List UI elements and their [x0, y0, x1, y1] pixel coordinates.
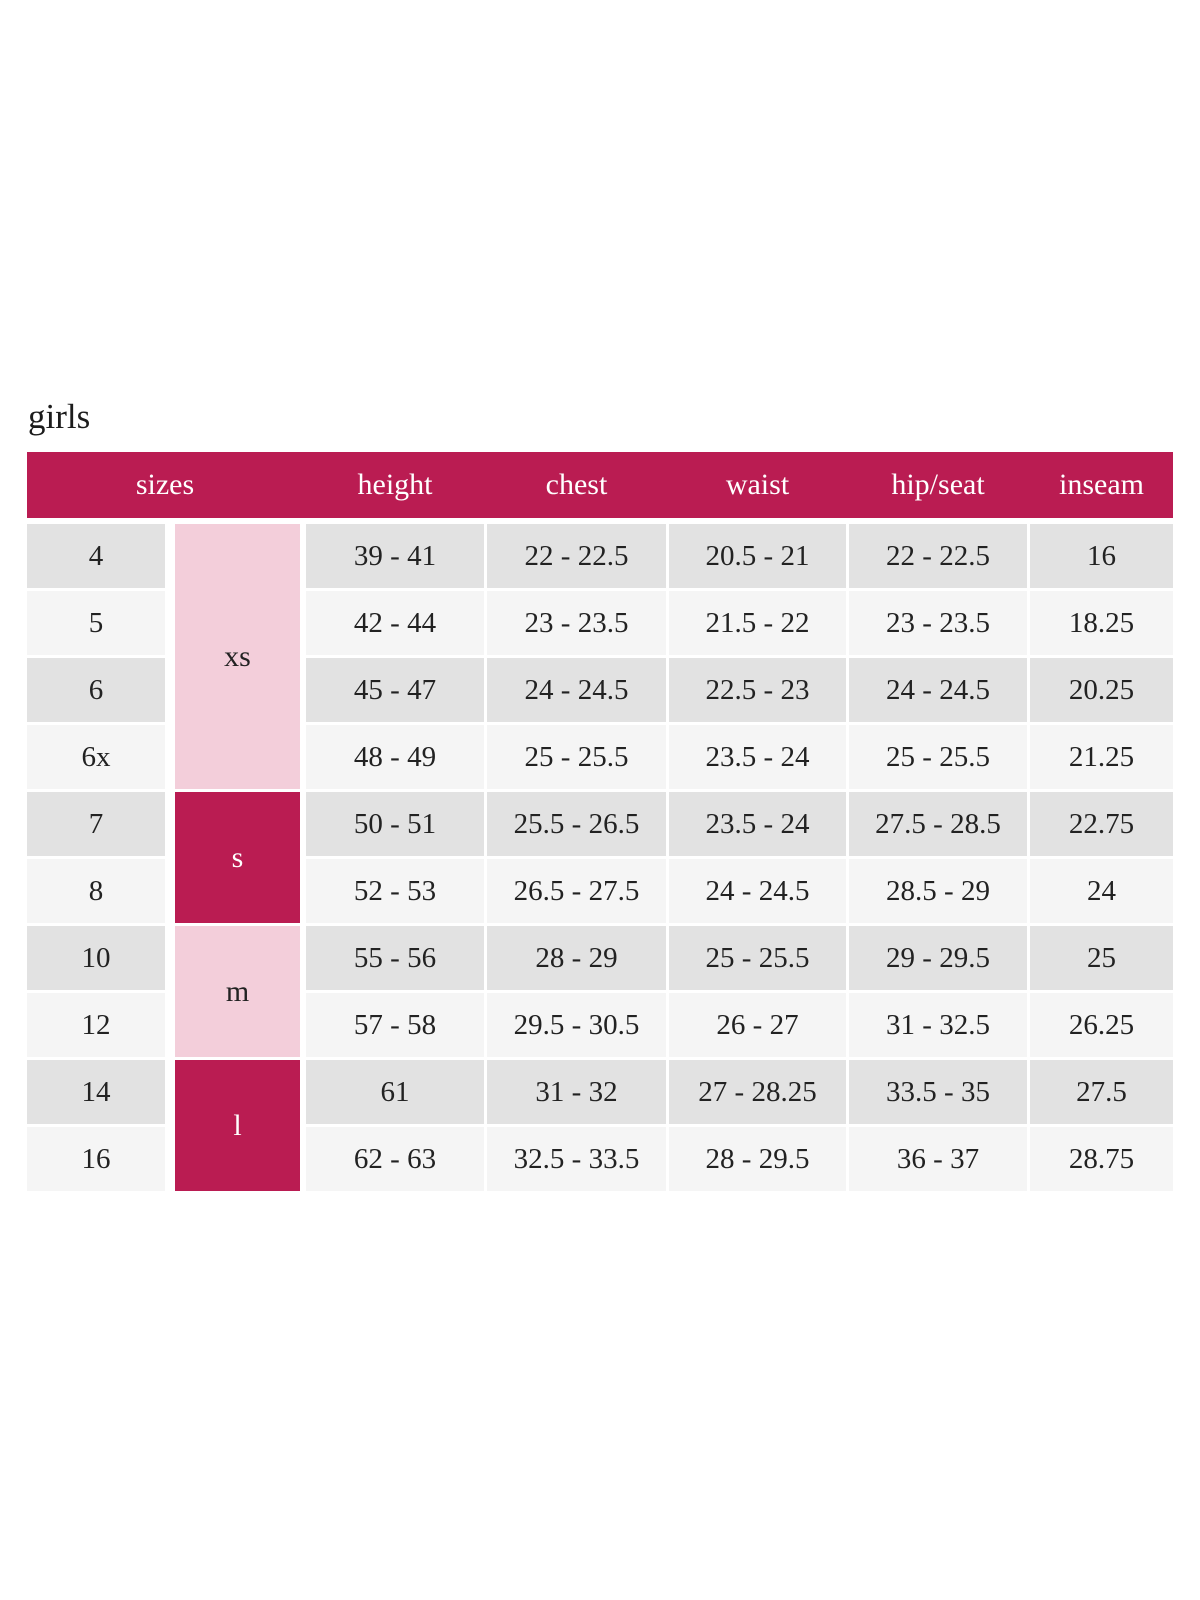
chest-cell: 25.5 - 26.5	[487, 792, 666, 856]
size-guide-section: girls sizes height chest waist hip/seat …	[27, 396, 1173, 1191]
hip-seat-cell: 36 - 37	[849, 1127, 1027, 1191]
inseam-cell: 22.75	[1030, 792, 1173, 856]
hip-seat-cell: 28.5 - 29	[849, 859, 1027, 923]
chest-cell: 24 - 24.5	[487, 658, 666, 722]
size-group-s: s	[168, 792, 303, 923]
hip-seat-cell: 33.5 - 35	[849, 1060, 1027, 1124]
size-group-l: l	[168, 1060, 303, 1191]
chest-cell: 23 - 23.5	[487, 591, 666, 655]
size-cell: 16	[27, 1127, 165, 1191]
column-header-sizes: sizes	[135, 468, 195, 501]
waist-cell: 24 - 24.5	[669, 859, 846, 923]
height-cell: 55 - 56	[306, 926, 484, 990]
chest-cell: 26.5 - 27.5	[487, 859, 666, 923]
inseam-cell: 25	[1030, 926, 1173, 990]
size-cell: 14	[27, 1060, 165, 1124]
size-cell: 8	[27, 859, 165, 923]
size-cell: 4	[27, 524, 165, 588]
waist-cell: 23.5 - 24	[669, 725, 846, 789]
column-header-inseam: inseam	[1059, 468, 1144, 501]
chest-cell: 22 - 22.5	[487, 524, 666, 588]
hip-seat-cell: 31 - 32.5	[849, 993, 1027, 1057]
size-cell: 7	[27, 792, 165, 856]
height-cell: 48 - 49	[306, 725, 484, 789]
height-cell: 52 - 53	[306, 859, 484, 923]
chest-cell: 29.5 - 30.5	[487, 993, 666, 1057]
inseam-cell: 27.5	[1030, 1060, 1173, 1124]
chest-cell: 31 - 32	[487, 1060, 666, 1124]
column-header-height: height	[357, 468, 433, 501]
size-cell: 12	[27, 993, 165, 1057]
inseam-cell: 26.25	[1030, 993, 1173, 1057]
waist-cell: 27 - 28.25	[669, 1060, 846, 1124]
chest-cell: 25 - 25.5	[487, 725, 666, 789]
column-header-chest: chest	[545, 468, 608, 501]
page-title: girls	[28, 397, 91, 436]
column-header-waist: waist	[725, 468, 790, 501]
hip-seat-cell: 24 - 24.5	[849, 658, 1027, 722]
hip-seat-cell: 23 - 23.5	[849, 591, 1027, 655]
waist-cell: 20.5 - 21	[669, 524, 846, 588]
inseam-cell: 28.75	[1030, 1127, 1173, 1191]
height-cell: 42 - 44	[306, 591, 484, 655]
size-cell: 6	[27, 658, 165, 722]
hip-seat-cell: 29 - 29.5	[849, 926, 1027, 990]
inseam-cell: 21.25	[1030, 725, 1173, 789]
waist-cell: 26 - 27	[669, 993, 846, 1057]
height-cell: 62 - 63	[306, 1127, 484, 1191]
chest-cell: 28 - 29	[487, 926, 666, 990]
waist-cell: 25 - 25.5	[669, 926, 846, 990]
inseam-cell: 20.25	[1030, 658, 1173, 722]
size-cell: 6x	[27, 725, 165, 789]
waist-cell: 22.5 - 23	[669, 658, 846, 722]
girls-size-chart: sizes height chest waist hip/seat inseam…	[27, 452, 1173, 1191]
hip-seat-cell: 25 - 25.5	[849, 725, 1027, 789]
height-cell: 61	[306, 1060, 484, 1124]
chest-cell: 32.5 - 33.5	[487, 1127, 666, 1191]
inseam-cell: 24	[1030, 859, 1173, 923]
height-cell: 39 - 41	[306, 524, 484, 588]
waist-cell: 23.5 - 24	[669, 792, 846, 856]
height-cell: 45 - 47	[306, 658, 484, 722]
height-cell: 50 - 51	[306, 792, 484, 856]
hip-seat-cell: 22 - 22.5	[849, 524, 1027, 588]
waist-cell: 21.5 - 22	[669, 591, 846, 655]
size-cell: 10	[27, 926, 165, 990]
hip-seat-cell: 27.5 - 28.5	[849, 792, 1027, 856]
inseam-cell: 18.25	[1030, 591, 1173, 655]
table-body: 4 xs 39 - 41 22 - 22.5 20.5 - 21 22 - 22…	[27, 524, 1173, 1191]
size-cell: 5	[27, 591, 165, 655]
inseam-cell: 16	[1030, 524, 1173, 588]
table-header-row: sizes height chest waist hip/seat inseam	[27, 452, 1173, 518]
height-cell: 57 - 58	[306, 993, 484, 1057]
size-group-m: m	[168, 926, 303, 1057]
waist-cell: 28 - 29.5	[669, 1127, 846, 1191]
column-header-hip-seat: hip/seat	[891, 468, 985, 501]
size-group-xs: xs	[168, 524, 303, 789]
